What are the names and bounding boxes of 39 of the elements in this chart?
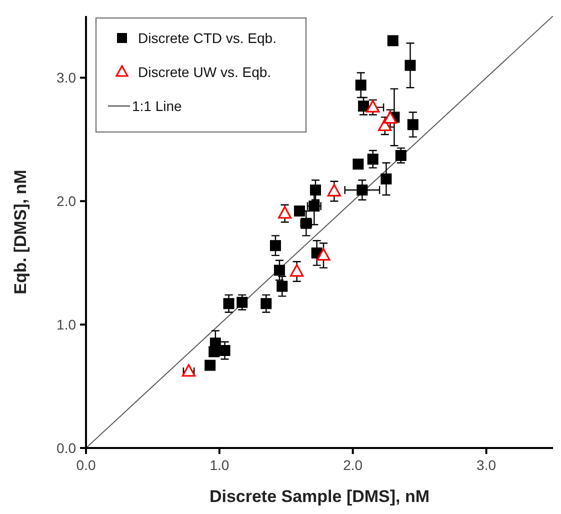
point bbox=[236, 296, 248, 308]
x-tick-label: 3.0 bbox=[476, 457, 496, 473]
point bbox=[380, 173, 392, 184]
point bbox=[383, 111, 398, 124]
point bbox=[367, 154, 378, 165]
point bbox=[219, 344, 230, 356]
y-tick-label: 0.0 bbox=[56, 440, 76, 456]
point bbox=[260, 298, 272, 310]
point bbox=[274, 264, 285, 276]
y-axis-title: Eqb. [DMS], nM bbox=[11, 170, 30, 294]
point bbox=[352, 158, 364, 170]
point bbox=[223, 298, 234, 310]
y-tick-label: 2.0 bbox=[56, 193, 76, 210]
point bbox=[404, 60, 416, 71]
x-tick-label: 0.0 bbox=[76, 457, 96, 473]
x-tick-label: 2.0 bbox=[343, 457, 363, 473]
y-tick-label: 1.0 bbox=[56, 316, 76, 333]
point bbox=[355, 80, 366, 91]
point bbox=[407, 119, 418, 130]
point bbox=[182, 364, 196, 377]
point bbox=[356, 184, 368, 196]
legend-label: Discrete CTD vs. Eqb. bbox=[138, 30, 276, 46]
legend-label: Discrete UW vs. Eqb. bbox=[138, 64, 272, 80]
point bbox=[310, 184, 321, 196]
point bbox=[366, 100, 380, 113]
point bbox=[278, 206, 292, 219]
x-axis-title: Discrete Sample [DMS], nM bbox=[209, 487, 430, 506]
point bbox=[387, 35, 398, 46]
point bbox=[316, 248, 330, 261]
point bbox=[395, 150, 406, 161]
y-tick-label: 3.0 bbox=[56, 70, 76, 86]
point bbox=[270, 240, 281, 252]
point bbox=[327, 184, 342, 196]
x-tick-label: 1.0 bbox=[210, 457, 230, 473]
point bbox=[204, 360, 216, 371]
point bbox=[290, 264, 304, 277]
legend-label: 1:1 Line bbox=[132, 98, 182, 114]
point bbox=[294, 206, 305, 217]
point bbox=[276, 280, 288, 292]
